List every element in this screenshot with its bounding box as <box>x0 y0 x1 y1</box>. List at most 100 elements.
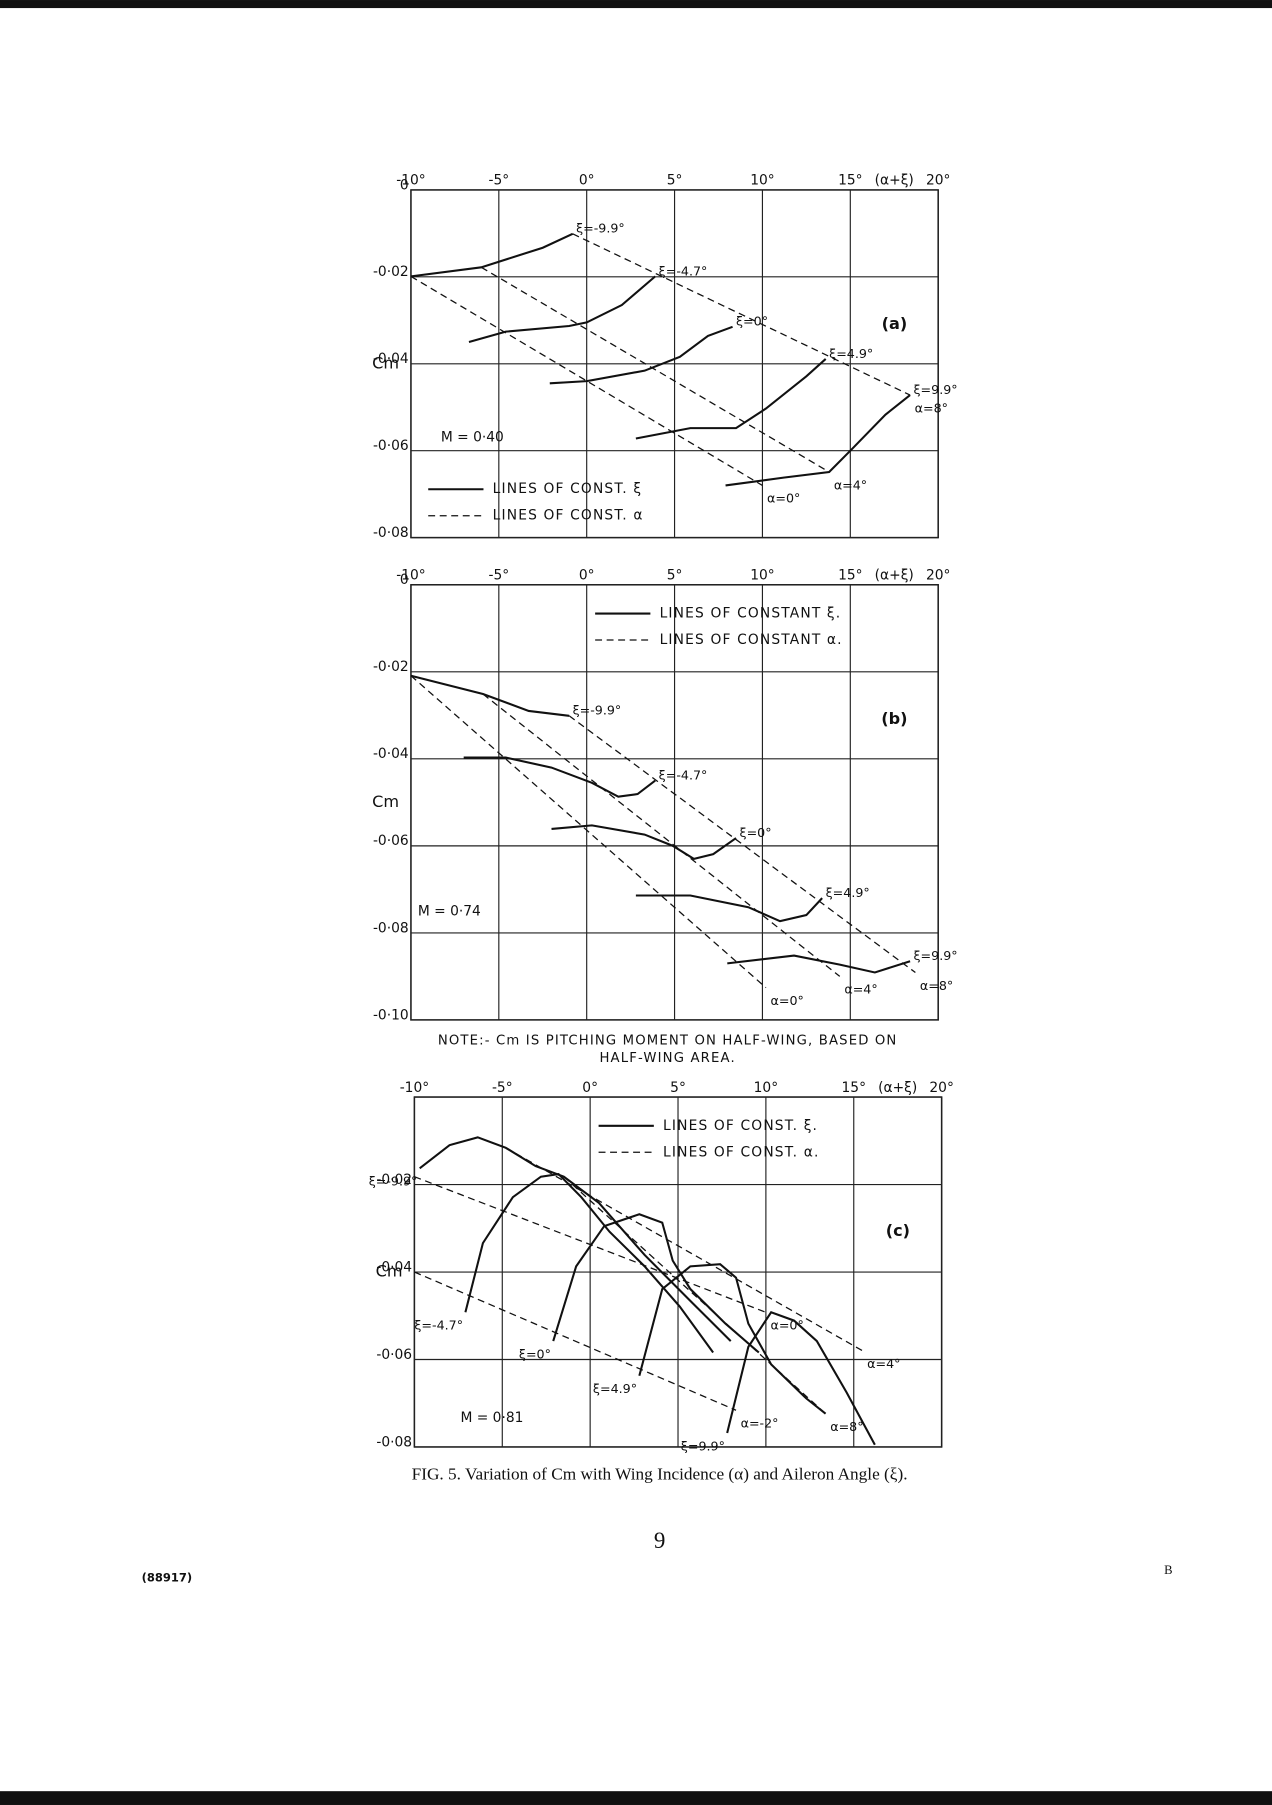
series-line <box>563 1176 827 1415</box>
legend-entry: LINES OF CONSTANT α. <box>660 632 843 648</box>
series-line <box>464 1172 714 1354</box>
signature-mark: B <box>1164 1563 1172 1577</box>
panel-label: (a) <box>882 314 908 333</box>
y-tick-label: -0·08 <box>376 1434 412 1450</box>
series-line <box>725 394 911 487</box>
series-label: α=8° <box>830 1419 863 1434</box>
panel-label: (c) <box>886 1221 910 1240</box>
x-tick-label: 15° <box>838 173 862 189</box>
y-tick-label: -0·02 <box>376 1172 412 1188</box>
y-axis-label: Cm <box>376 1262 403 1281</box>
mach-label: M = 0·81 <box>460 1410 523 1426</box>
x-tick-label: 10° <box>750 568 774 584</box>
y-tick-label: -0·02 <box>373 659 409 675</box>
series-label: ξ=-9.9° <box>573 703 622 718</box>
legend-entry: LINES OF CONST. α. <box>663 1144 819 1160</box>
series-line <box>480 266 830 473</box>
x-tick-label: 0° <box>579 568 595 584</box>
series-label: ξ=9.9° <box>914 948 958 963</box>
x-tick-label: 15° <box>838 568 862 584</box>
series-label: α=4° <box>867 1356 900 1371</box>
y-tick-label: 0 <box>400 177 409 193</box>
x-axis-label: (α+ξ) <box>875 568 914 584</box>
series-line <box>551 824 737 860</box>
y-tick-label: -0·08 <box>373 920 409 936</box>
series-label: α=0° <box>770 1318 803 1333</box>
series-label: ξ=4.9° <box>593 1381 637 1396</box>
x-tick-label: 0° <box>579 173 595 189</box>
panel-label: (b) <box>881 709 907 728</box>
x-tick-label: 15° <box>842 1080 866 1096</box>
series-line <box>549 325 733 385</box>
x-tick-label: -5° <box>492 1080 513 1096</box>
series-label: α=0° <box>771 993 804 1008</box>
y-tick-label: -0·08 <box>373 525 409 541</box>
y-tick-label: -0·06 <box>373 438 409 454</box>
series-label: ξ=-4.7° <box>659 263 708 278</box>
series-label: ξ=9.9° <box>681 1438 725 1453</box>
x-tick-label: -5° <box>488 173 509 189</box>
scan-edge <box>0 1791 1272 1805</box>
y-tick-label: -0·04 <box>376 1259 412 1275</box>
series-label: ξ=0° <box>740 825 772 840</box>
y-tick-label: -0·02 <box>373 264 409 280</box>
x-tick-label: -10° <box>396 568 425 584</box>
note-line: NOTE:- Cm IS PITCHING MOMENT ON HALF-WIN… <box>438 1034 898 1049</box>
x-tick-label: 5° <box>670 1080 686 1096</box>
series-label: ξ=-9.9° <box>576 221 625 236</box>
series-label: α=8° <box>915 400 948 415</box>
print-code: (88917) <box>142 1571 193 1585</box>
series-line <box>726 1311 876 1446</box>
x-tick-label: 10° <box>754 1080 778 1096</box>
x-axis-label: (α+ξ) <box>875 173 914 189</box>
y-tick-label: -0·06 <box>376 1347 412 1363</box>
series-label: α=4° <box>844 982 877 997</box>
series-line <box>410 674 570 717</box>
x-tick-label: 0° <box>582 1080 598 1096</box>
series-line <box>463 756 656 798</box>
series-line <box>419 1136 732 1342</box>
x-tick-label: 5° <box>667 568 683 584</box>
mach-label: M = 0·40 <box>441 429 504 445</box>
series-line <box>635 894 823 923</box>
legend-entry: LINES OF CONST. α <box>493 508 644 524</box>
x-tick-label: 10° <box>750 173 774 189</box>
series-label: α=0° <box>767 491 800 506</box>
series-line <box>638 1263 827 1415</box>
y-tick-label: -0·10 <box>373 1007 409 1023</box>
series-line <box>468 275 656 344</box>
y-tick-label: -0·06 <box>373 833 409 849</box>
note-line: HALF-WING AREA. <box>599 1051 735 1066</box>
x-tick-label: -5° <box>488 568 509 584</box>
series-line <box>410 675 767 989</box>
series-line <box>727 954 911 974</box>
scan-edge <box>0 0 1272 9</box>
x-axis-label: (α+ξ) <box>878 1080 917 1096</box>
y-tick-label: 0 <box>400 572 409 588</box>
series-line <box>410 232 574 278</box>
series-label: ξ=-4.7° <box>659 767 708 782</box>
series-label: α=8° <box>920 978 953 993</box>
y-tick-label: -0·04 <box>373 746 409 762</box>
series-line <box>572 233 911 396</box>
x-tick-label: 20° <box>929 1080 953 1096</box>
series-label: α=4° <box>834 477 867 492</box>
page-number: 9 <box>654 1527 666 1553</box>
y-axis-label: Cm <box>372 353 399 372</box>
series-label: ξ=-9.9° <box>369 1174 418 1189</box>
series-line <box>482 693 841 977</box>
series-label: α=-2° <box>741 1416 779 1431</box>
figure-caption: FIG. 5. Variation of Cm with Wing Incide… <box>412 1465 908 1484</box>
x-tick-label: 20° <box>926 568 950 584</box>
x-tick-label: 20° <box>926 173 950 189</box>
x-tick-label: 5° <box>667 173 683 189</box>
series-label: ξ=-4.7° <box>414 1318 463 1333</box>
series-line <box>568 715 916 973</box>
series-label: ξ=4.9° <box>829 346 873 361</box>
series-line <box>635 358 827 440</box>
series-line <box>414 1176 767 1313</box>
series-line <box>414 1271 737 1411</box>
